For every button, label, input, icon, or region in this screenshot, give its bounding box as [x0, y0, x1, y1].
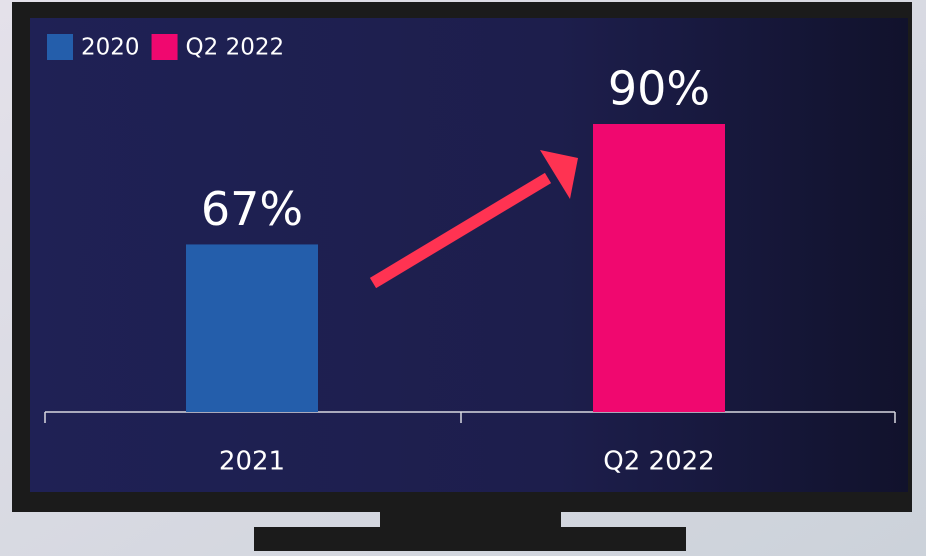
value-label: 67%: [201, 182, 303, 236]
legend-swatch: [47, 34, 73, 60]
legend-swatch: [151, 34, 178, 60]
tv-base: [254, 527, 686, 551]
trend-arrow: [369, 150, 578, 289]
arrow-shaft: [369, 172, 552, 289]
x-tick-label: Q2 2022: [603, 447, 714, 477]
legend-label: Q2 2022: [186, 35, 285, 61]
screen: [30, 18, 908, 492]
legend-label: 2020: [81, 35, 140, 61]
tv-neck: [380, 512, 561, 528]
value-label: 90%: [608, 62, 710, 116]
bar: [186, 244, 318, 412]
arrow-head: [540, 150, 578, 199]
bar: [593, 124, 725, 412]
x-tick-label: 2021: [219, 447, 285, 477]
